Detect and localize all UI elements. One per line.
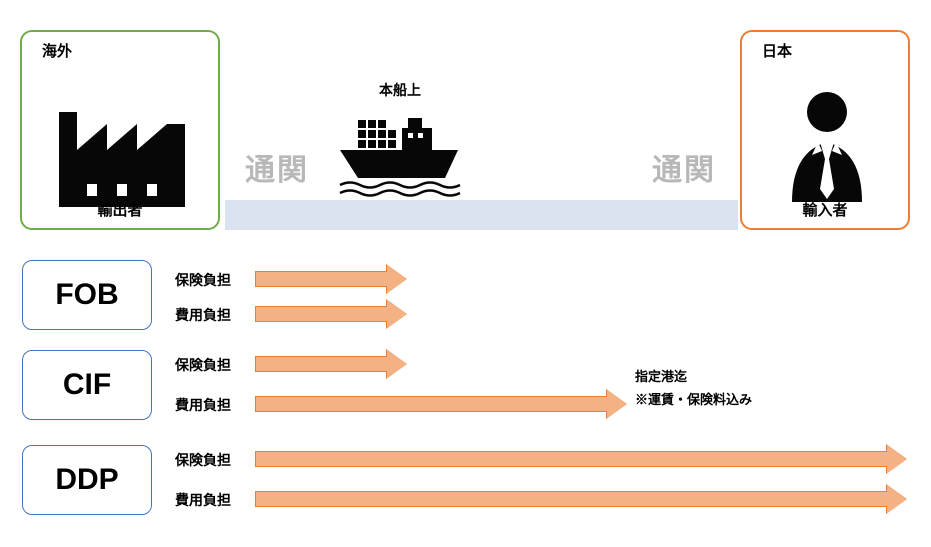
ddp-row-0-label: 保険負担 xyxy=(175,450,231,470)
ddp-row-0-arrowhead xyxy=(887,445,907,473)
term-cif: CIF xyxy=(22,350,152,420)
ddp-row-1-label: 費用負担 xyxy=(175,490,231,510)
ship-area: 本船上 xyxy=(330,80,470,205)
fob-row-1-label: 費用負担 xyxy=(175,305,231,325)
overseas-box: 海外 輸出者 xyxy=(20,30,220,230)
term-ddp: DDP xyxy=(22,445,152,515)
exporter-label: 輸出者 xyxy=(22,199,218,220)
ddp-row-1-arrow xyxy=(255,491,887,507)
cif-note-1: 指定港迄 xyxy=(635,365,752,388)
cif-row-0-arrowhead xyxy=(387,350,407,378)
cif-note: 指定港迄 ※運賃・保険料込み xyxy=(635,365,752,412)
cif-row-1-arrowhead xyxy=(607,390,627,418)
cif-row-1-label: 費用負担 xyxy=(175,395,231,415)
japan-label: 日本 xyxy=(762,40,792,61)
fob-row-0-arrow xyxy=(255,271,387,287)
ddp-row-1-arrowhead xyxy=(887,485,907,513)
cif-row-1-arrow xyxy=(255,396,607,412)
japan-box: 日本 輸入者 xyxy=(740,30,910,230)
sea-band xyxy=(225,200,738,230)
term-fob: FOB xyxy=(22,260,152,330)
customs-left: 通関 xyxy=(245,145,309,189)
fob-row-1-arrow xyxy=(255,306,387,322)
importer-label: 輸入者 xyxy=(742,199,908,220)
cif-row-0-arrow xyxy=(255,356,387,372)
businessperson-icon xyxy=(782,87,872,212)
trade-terms-diagram: 海外 輸出者 日本 xyxy=(0,0,931,547)
overseas-label: 海外 xyxy=(42,40,72,61)
fob-row-0-arrowhead xyxy=(387,265,407,293)
cif-row-0-label: 保険負担 xyxy=(175,355,231,375)
cif-note-2: ※運賃・保険料込み xyxy=(635,388,752,411)
fob-row-1-arrowhead xyxy=(387,300,407,328)
factory-icon xyxy=(57,112,187,212)
customs-right: 通関 xyxy=(652,145,716,189)
ship-label: 本船上 xyxy=(330,80,470,100)
ddp-row-0-arrow xyxy=(255,451,887,467)
fob-row-0-label: 保険負担 xyxy=(175,270,231,290)
ship-icon xyxy=(330,100,470,200)
